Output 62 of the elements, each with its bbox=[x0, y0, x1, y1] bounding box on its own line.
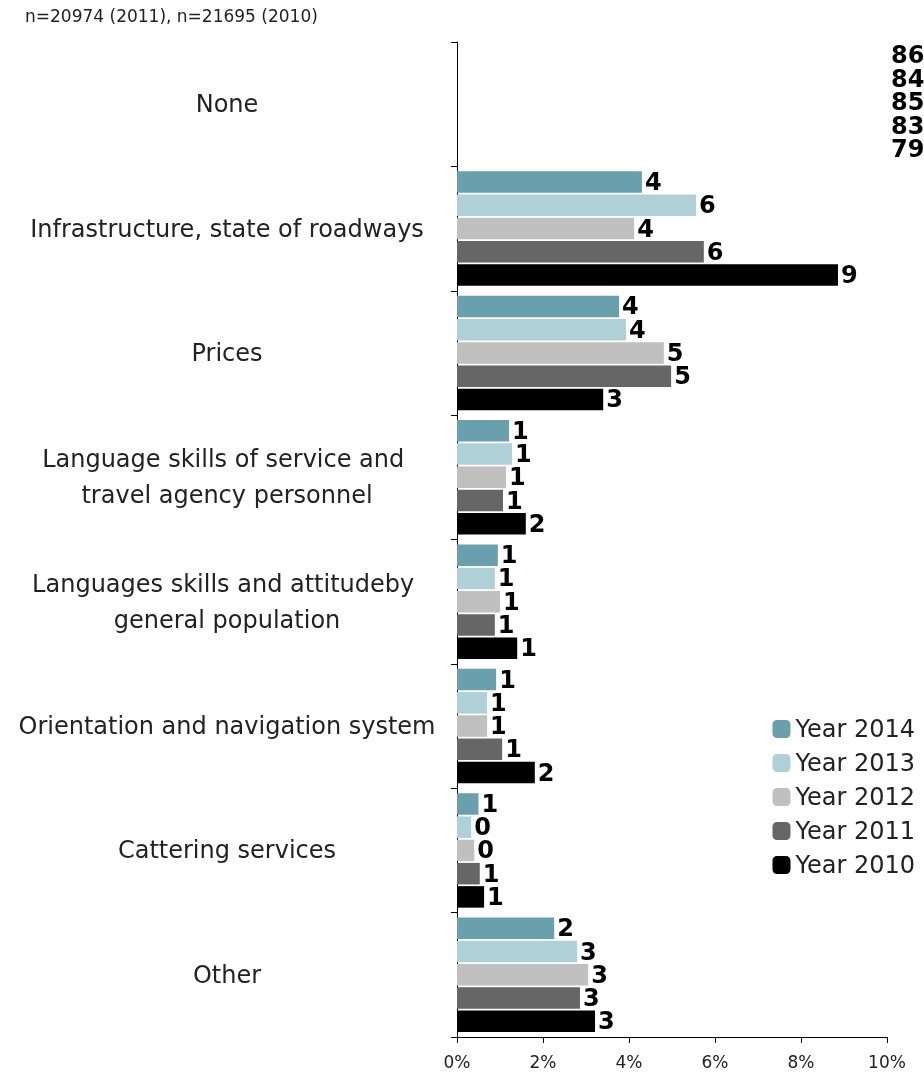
bar bbox=[457, 738, 503, 761]
data-label: 3 bbox=[606, 385, 623, 414]
legend-label: Year 2014 bbox=[794, 715, 916, 743]
bar bbox=[457, 544, 498, 566]
bar bbox=[457, 567, 495, 590]
bar bbox=[457, 614, 495, 636]
y-tick-label: Language skills of service and travel agency personnel bbox=[42, 445, 412, 510]
text: n=20974 (2011), n=21695 (2010) bbox=[25, 5, 318, 26]
x-tick-label: 4% bbox=[615, 1051, 643, 1072]
bar bbox=[457, 217, 635, 240]
bar bbox=[457, 318, 626, 341]
data-label: 1 bbox=[512, 416, 529, 445]
bar bbox=[457, 420, 510, 442]
bar bbox=[457, 194, 697, 217]
y-tick-label: Prices bbox=[191, 338, 263, 367]
bar bbox=[457, 839, 475, 862]
data-label: 2 bbox=[528, 509, 546, 538]
legend-label: Year 2013 bbox=[794, 749, 916, 777]
x-tick-label: 0% bbox=[443, 1051, 471, 1072]
data-label: 6 bbox=[706, 237, 724, 266]
y-tick-label: Orientation and navigation system bbox=[18, 712, 436, 741]
bar bbox=[457, 466, 507, 489]
data-label: 9 bbox=[840, 261, 858, 290]
data-label: 1 bbox=[520, 634, 537, 663]
bar bbox=[457, 295, 620, 318]
bar bbox=[457, 964, 589, 986]
data-label: 4 bbox=[637, 214, 654, 243]
bar bbox=[457, 489, 504, 512]
bar bbox=[457, 816, 472, 838]
bar bbox=[457, 862, 480, 885]
bar bbox=[457, 365, 672, 387]
y-tick-label: Cattering services bbox=[117, 836, 337, 865]
x-tick-label: 8% bbox=[787, 1051, 815, 1072]
x-tick-label: 10% bbox=[868, 1051, 906, 1072]
bar bbox=[457, 590, 500, 613]
data-label: 1 bbox=[505, 735, 522, 764]
bar bbox=[457, 342, 664, 364]
bar bbox=[457, 241, 704, 263]
legend-label: Year 2012 bbox=[794, 783, 916, 811]
y-tick-label: None bbox=[195, 90, 259, 119]
data-label: 2 bbox=[537, 758, 555, 787]
x-tick-label: 6% bbox=[701, 1051, 729, 1072]
legend-label: Year 2011 bbox=[794, 817, 916, 845]
bar bbox=[457, 715, 488, 737]
legend-label: Year 2010 bbox=[794, 851, 916, 879]
bar bbox=[457, 987, 580, 1009]
data-label: 2 bbox=[557, 914, 574, 943]
bar bbox=[457, 668, 497, 691]
bar bbox=[457, 443, 513, 465]
bar bbox=[457, 917, 555, 940]
bar bbox=[457, 793, 479, 815]
x-tick-label: 2% bbox=[529, 1051, 557, 1072]
data-label: 6 bbox=[699, 191, 716, 220]
data-label: 3 bbox=[598, 1007, 615, 1036]
data-label: 4 bbox=[644, 168, 662, 197]
data-label: 1 bbox=[481, 789, 499, 818]
y-tick-label: Infrastructure, state of roadways bbox=[30, 214, 424, 243]
bar bbox=[457, 171, 642, 193]
bar bbox=[457, 692, 488, 714]
y-tick-label: Other bbox=[192, 960, 262, 989]
bar bbox=[457, 940, 577, 963]
y-tick-label: Languages skills and attitudeby general population bbox=[32, 569, 422, 634]
